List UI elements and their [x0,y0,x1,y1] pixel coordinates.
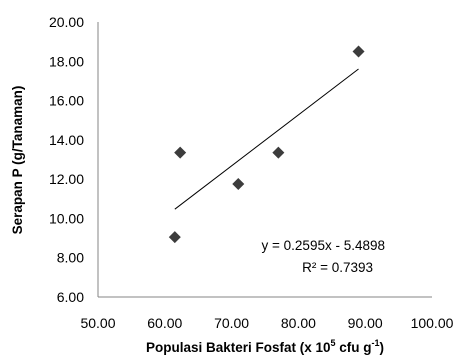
y-tick-label: 18.00 [49,53,84,69]
data-point [352,45,365,58]
r-squared-label: R² = 0.7393 [302,260,373,275]
trendline-group [174,68,359,210]
data-point [232,178,245,191]
x-axis-title-sup2: -1 [372,338,380,348]
y-tick-label: 12.00 [49,171,84,187]
y-tick-label: 20.00 [49,14,84,30]
x-tick-label: 60.00 [147,315,182,331]
y-tick-label: 8.00 [57,250,84,266]
equation-label: y = 0.2595x - 5.4898 [262,238,385,253]
tick-labels: 20.00 18.00 16.00 14.00 12.00 10.00 8.00 6.00 50… [49,14,454,331]
y-tick-label: 10.00 [49,210,84,226]
data-point [272,146,285,159]
axes [97,22,432,298]
x-tick-label: 50.00 [80,315,115,331]
x-axis-title-end: ) [380,340,385,355]
y-tick-label: 6.00 [57,289,84,305]
x-axis-title-main: Populasi Bakteri Fosfat (x 10 [146,340,331,355]
x-axis-title: Populasi Bakteri Fosfat (x 105 cfu g-1) [146,338,384,355]
x-tick-label: 70.00 [214,315,249,331]
y-tick-label: 14.00 [49,132,84,148]
x-axis-title-sup1: 5 [331,338,336,348]
data-point [174,146,187,159]
x-tick-label: 80.00 [281,315,316,331]
data-point [168,231,181,244]
trendline [174,68,359,210]
data-points [168,45,365,244]
y-tick-label: 16.00 [49,93,84,109]
x-axis-title-mid: cfu g [336,340,372,355]
y-axis-title: Serapan P (g/Tanaman) [10,86,25,235]
x-tick-label: 100.00 [411,315,454,331]
x-tick-label: 90.00 [348,315,383,331]
